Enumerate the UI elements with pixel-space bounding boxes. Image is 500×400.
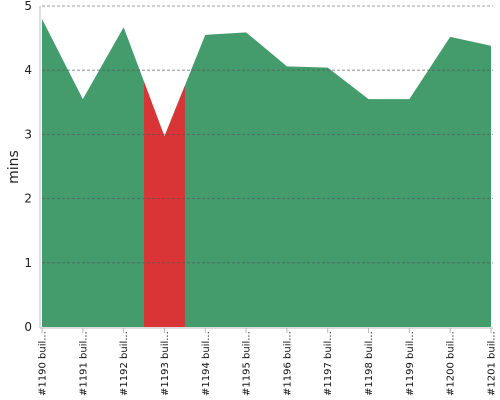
axis-layer — [39, 6, 493, 329]
y-tick-label: 0 — [24, 320, 32, 334]
x-tick-label: #1201 buil... — [487, 331, 498, 396]
x-tick-label: #1199 buil... — [405, 331, 416, 396]
y-axis-label: mins — [6, 150, 22, 184]
area-series-build-duration — [42, 18, 491, 328]
x-tick-label: #1192 buil... — [119, 331, 130, 396]
failed-build-band — [144, 81, 185, 327]
x-tick-label: #1190 buil... — [38, 331, 49, 396]
x-tick-label: #1193 buil... — [160, 331, 171, 396]
x-tick-label: #1191 buil... — [78, 331, 89, 396]
x-tick-label: #1200 buil... — [446, 331, 457, 396]
x-tick-label: #1197 buil... — [323, 331, 334, 396]
x-tick-label: #1195 buil... — [242, 331, 253, 396]
x-axis-ticks: #1190 buil... #1191 buil... #1192 buil... #… — [38, 328, 498, 396]
y-tick-label: 2 — [24, 192, 32, 206]
y-tick-label: 1 — [24, 256, 32, 270]
y-tick-label: 4 — [24, 63, 32, 77]
y-axis-ticks: 0 1 2 3 4 5 — [24, 0, 32, 334]
grid-layer — [42, 5, 493, 264]
y-tick-label: 5 — [24, 0, 32, 13]
x-tick-label: #1198 buil... — [364, 331, 375, 396]
x-tick-label: #1196 buil... — [282, 331, 293, 396]
x-tick-label: #1194 buil... — [201, 331, 212, 396]
y-tick-label: 3 — [24, 127, 32, 141]
area-layer — [42, 18, 491, 328]
